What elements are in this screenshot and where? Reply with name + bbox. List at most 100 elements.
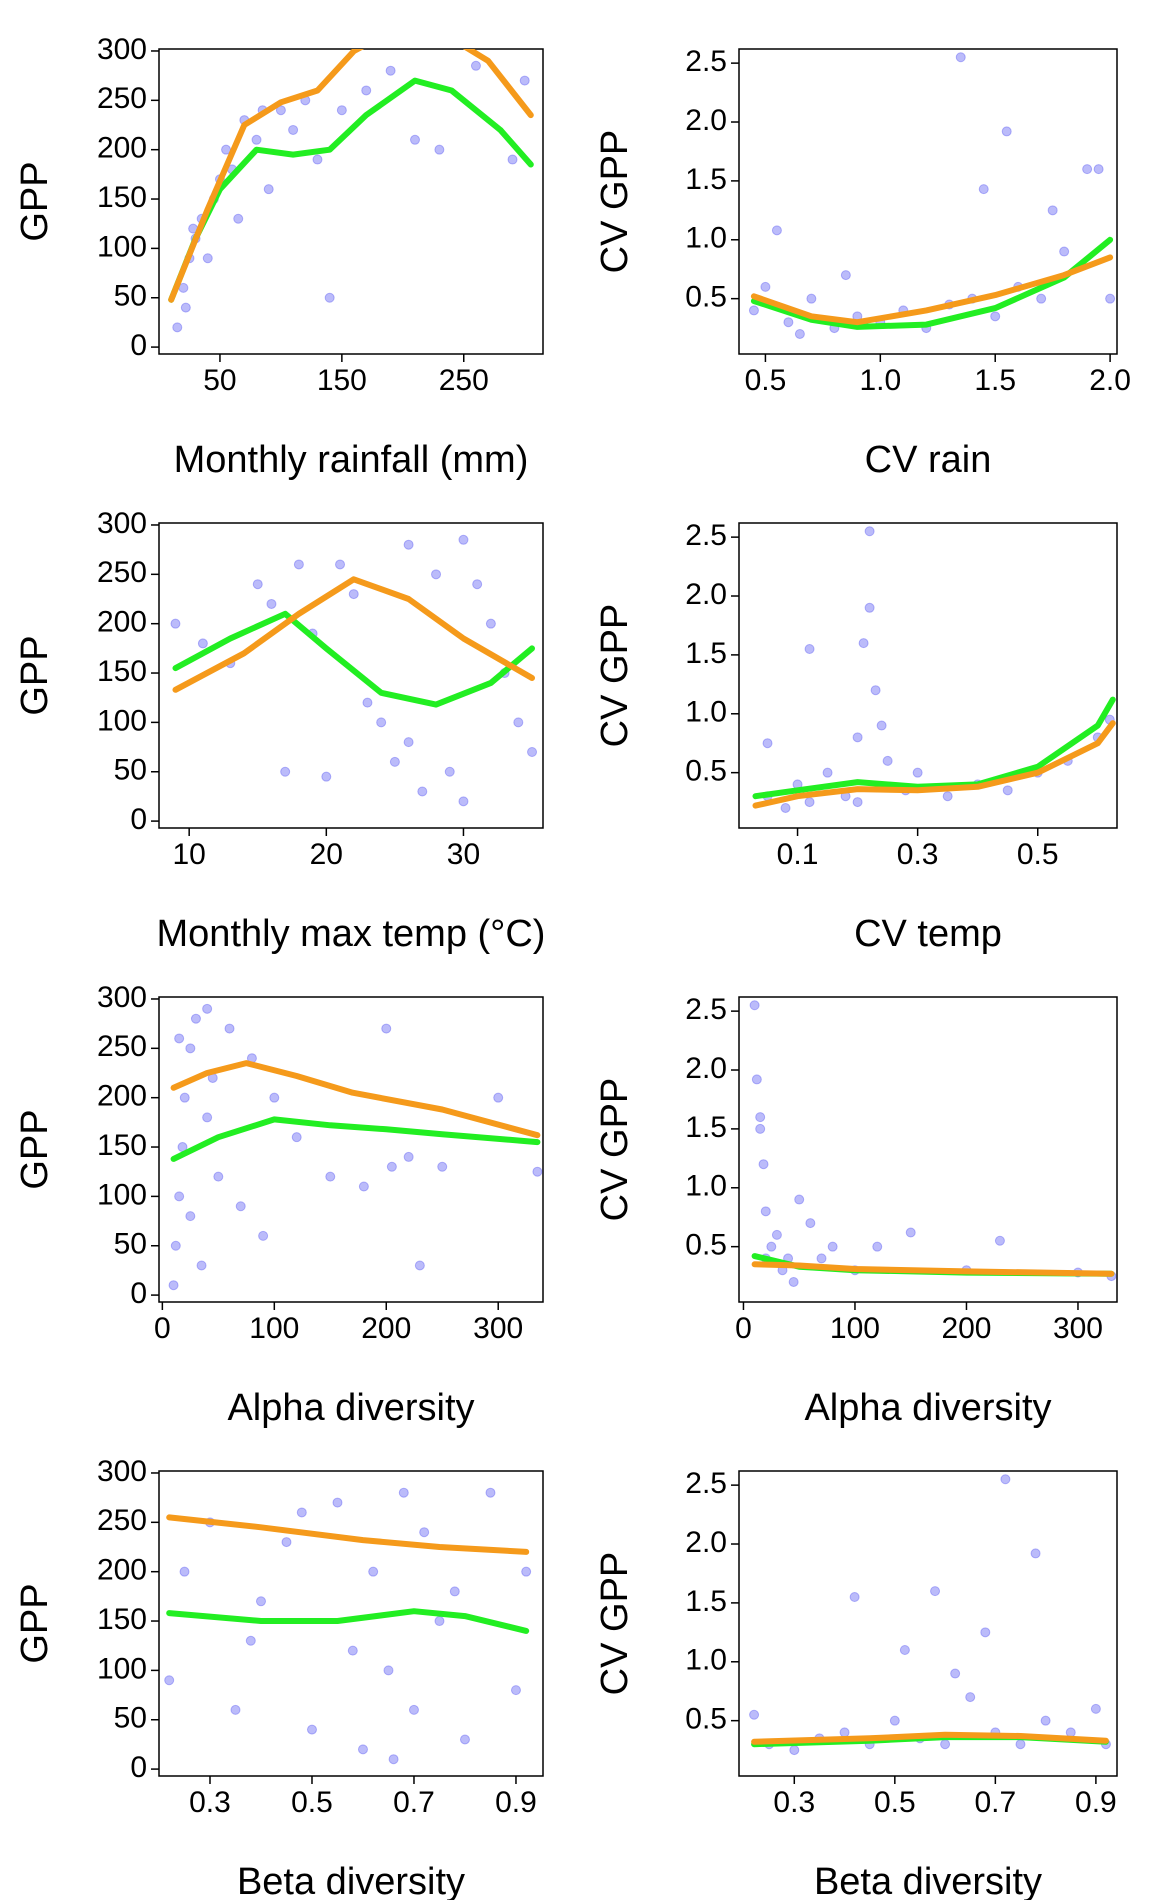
x-tick-label: 200 xyxy=(361,1312,411,1345)
point xyxy=(459,1734,470,1745)
point xyxy=(293,559,304,570)
point xyxy=(179,1092,190,1103)
point xyxy=(532,1166,543,1177)
point xyxy=(419,1527,430,1538)
point xyxy=(905,1227,916,1238)
point xyxy=(376,717,387,728)
point xyxy=(1001,126,1012,137)
y-tick-label: 2.5 xyxy=(685,993,727,1026)
point xyxy=(388,1754,399,1765)
y-tick-label: 100 xyxy=(97,1178,147,1211)
point xyxy=(197,638,208,649)
y-tick-label: 2.5 xyxy=(685,45,727,78)
y-tick-label: 200 xyxy=(97,132,147,165)
x-tick-label: 0.5 xyxy=(291,1786,333,1819)
points xyxy=(762,526,1115,813)
panel: 0.5 1.0 1.5 2.0 2.5 0.3 0.5 0.7 0.9 Beta diversit… xyxy=(594,1467,1118,1900)
y-tick-label: 0.5 xyxy=(685,755,727,788)
y-tick-label: 0 xyxy=(130,1277,147,1310)
y-tick-label: 250 xyxy=(97,1504,147,1537)
x-tick-label: 30 xyxy=(447,838,480,871)
point xyxy=(1047,205,1058,216)
point xyxy=(403,1151,414,1162)
point xyxy=(179,1566,190,1577)
plot-frame xyxy=(738,48,1118,355)
y-tick-label: 250 xyxy=(97,1030,147,1063)
x-tick-label: 2.0 xyxy=(1089,364,1131,397)
point xyxy=(849,1592,860,1603)
point xyxy=(233,213,244,224)
point xyxy=(519,75,530,86)
point xyxy=(872,1241,883,1252)
point xyxy=(513,717,524,728)
point xyxy=(258,1230,269,1241)
point xyxy=(748,305,759,316)
point xyxy=(263,184,274,195)
point xyxy=(994,1235,1005,1246)
x-tick-label: 0.3 xyxy=(773,1786,815,1819)
points xyxy=(168,1003,543,1291)
point xyxy=(965,1692,976,1703)
y-tick-label: 1.0 xyxy=(685,1170,727,1203)
y-tick-label: 300 xyxy=(97,981,147,1014)
point xyxy=(368,1566,379,1577)
points xyxy=(164,1487,532,1765)
point xyxy=(325,1171,336,1182)
point xyxy=(771,1229,782,1240)
point xyxy=(434,1616,445,1627)
panel: 0 50 100 150 200 250 300 50 150 250 Monthly rainfa… xyxy=(14,33,544,481)
point xyxy=(196,1260,207,1271)
y-axis-title: CV GPP xyxy=(594,130,636,274)
x-tick-label: 1.5 xyxy=(974,364,1016,397)
point xyxy=(202,253,213,264)
points xyxy=(749,1474,1111,1756)
y-tick-label: 100 xyxy=(97,230,147,263)
point xyxy=(321,771,332,782)
point xyxy=(281,1537,292,1548)
point xyxy=(852,797,863,808)
point xyxy=(361,85,372,96)
y-axis-title: GPP xyxy=(14,1109,56,1189)
y-tick-label: 0.5 xyxy=(685,281,727,314)
y-tick-label: 1.5 xyxy=(685,163,727,196)
point xyxy=(950,1668,961,1679)
fit-curve xyxy=(750,254,1114,326)
point xyxy=(870,685,881,696)
point xyxy=(398,1487,409,1498)
point xyxy=(348,589,359,600)
y-tick-label: 1.5 xyxy=(685,1585,727,1618)
point xyxy=(1065,1727,1076,1738)
point xyxy=(202,1003,213,1014)
point xyxy=(930,1586,941,1597)
y-tick-label: 1.0 xyxy=(685,696,727,729)
y-tick-label: 0 xyxy=(130,1751,147,1784)
x-tick-label: 0.5 xyxy=(1017,838,1059,871)
point xyxy=(185,1211,196,1222)
point xyxy=(449,1586,460,1597)
point xyxy=(386,1161,397,1172)
point xyxy=(1000,1474,1011,1485)
x-tick-label: 0.3 xyxy=(897,838,939,871)
x-axis-title: CV rain xyxy=(865,439,992,481)
point xyxy=(485,1487,496,1498)
point xyxy=(899,1644,910,1655)
point xyxy=(783,317,794,328)
x-axis-title: Beta diversity xyxy=(237,1861,465,1900)
point xyxy=(213,1171,224,1182)
fit-curve xyxy=(752,720,1116,809)
y-axis-title: CV GPP xyxy=(594,1078,636,1222)
plot-frame xyxy=(158,1470,544,1777)
x-tick-label: 100 xyxy=(249,1312,299,1345)
point xyxy=(385,65,396,76)
panel: 0.5 1.0 1.5 2.0 2.5 0.1 0.3 0.5 CV temp CV GPP xyxy=(594,519,1118,955)
y-tick-label: 0 xyxy=(130,329,147,362)
point xyxy=(164,1675,175,1686)
y-axis-title: GPP xyxy=(14,635,56,715)
point xyxy=(1093,164,1104,175)
fit-curve xyxy=(172,610,535,708)
point xyxy=(472,579,483,590)
x-tick-label: 0.7 xyxy=(393,1786,435,1819)
point xyxy=(827,1241,838,1252)
x-tick-label: 300 xyxy=(1053,1312,1103,1345)
point xyxy=(527,746,538,757)
